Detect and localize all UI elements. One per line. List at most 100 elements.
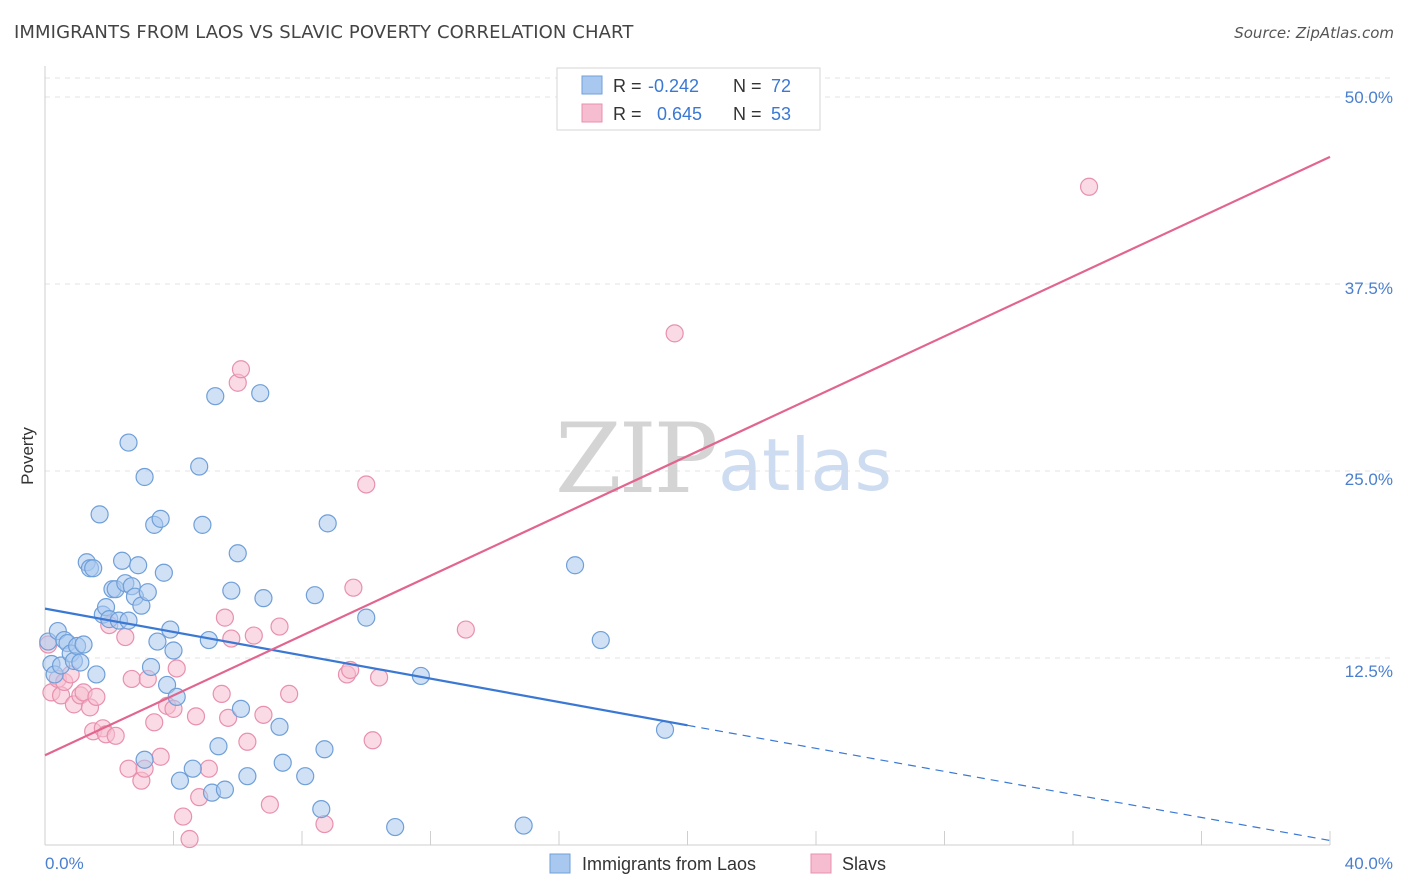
laos-point-51 xyxy=(215,780,234,799)
laos-point-37 xyxy=(151,509,170,528)
laos-point-52 xyxy=(222,581,241,600)
laos-point-68 xyxy=(514,816,533,835)
slavs-point-27 xyxy=(174,807,193,826)
slavs-point-23 xyxy=(151,747,170,766)
legend-swatch-slavs xyxy=(810,853,832,874)
laos-point-39 xyxy=(157,675,177,695)
slavs-point-43 xyxy=(280,684,299,704)
slavs-point-52 xyxy=(665,324,684,343)
slavs-point-33 xyxy=(215,608,234,627)
trend-lines xyxy=(44,155,1331,842)
laos-point-25 xyxy=(119,611,138,630)
slavs-point-53 xyxy=(1079,177,1099,196)
laos-point-63 xyxy=(315,740,334,759)
laos-point-54 xyxy=(231,699,251,718)
laos-point-10 xyxy=(71,653,90,672)
axes xyxy=(44,66,1331,846)
laos-point-61 xyxy=(305,586,324,605)
laos-point-44 xyxy=(183,759,202,778)
legend-swatch-laos xyxy=(549,853,571,874)
laos-point-64 xyxy=(318,514,337,533)
slavs-point-44 xyxy=(315,814,334,834)
laos-point-56 xyxy=(251,384,270,403)
laos-point-49 xyxy=(206,387,225,406)
slavs-point-40 xyxy=(254,705,273,724)
laos-point-31 xyxy=(135,467,154,487)
laos-point-45 xyxy=(190,457,209,476)
laos-point-41 xyxy=(164,641,183,660)
laos-point-15 xyxy=(87,665,106,684)
slavs-point-29 xyxy=(186,707,206,726)
laos-point-66 xyxy=(386,817,405,837)
slavs-point-39 xyxy=(244,626,263,645)
stats-n-label-slavs: N = xyxy=(733,104,762,124)
stats-n-label-laos: N = xyxy=(733,76,762,96)
laos-point-65 xyxy=(357,608,376,627)
laos-point-34 xyxy=(141,657,161,677)
laos-point-60 xyxy=(296,767,315,786)
slavs-point-17 xyxy=(119,759,138,778)
source-credit: Source: ZipAtlas.com xyxy=(1234,24,1394,42)
slavs-trend-line xyxy=(44,155,1331,757)
laos-point-43 xyxy=(170,771,190,790)
watermark-zip: ZIP xyxy=(555,403,716,515)
slavs-point-47 xyxy=(344,578,363,597)
series-legend: Immigrants from Laos Slavs xyxy=(549,853,886,874)
laos-point-70 xyxy=(591,630,610,650)
slavs-point-28 xyxy=(180,829,199,849)
slavs-point-15 xyxy=(106,726,125,745)
stats-legend: R = -0.242 N = 72 R = 0.645 N = 53 xyxy=(556,67,821,131)
y-tick-label-50: 50.0% xyxy=(1345,88,1393,107)
laos-point-55 xyxy=(238,767,257,786)
stats-r-value-laos: -0.242 xyxy=(648,76,699,96)
slavs-point-16 xyxy=(116,627,135,647)
slavs-point-26 xyxy=(167,659,186,678)
laos-point-53 xyxy=(228,544,247,563)
slavs-point-42 xyxy=(270,617,289,636)
laos-points xyxy=(39,384,675,837)
laos-point-32 xyxy=(135,750,154,769)
stats-n-value-slavs: 53 xyxy=(771,104,791,124)
laos-point-23 xyxy=(112,551,132,570)
laos-trend-extension xyxy=(687,724,1331,842)
x-tick-label-max: 40.0% xyxy=(1345,854,1393,873)
laos-point-16 xyxy=(90,505,109,524)
laos-point-71 xyxy=(655,720,675,739)
watermark-atlas: atlas xyxy=(718,423,892,507)
laos-point-57 xyxy=(254,589,273,608)
stats-n-value-laos: 72 xyxy=(771,76,791,96)
stats-legend-swatch-slavs xyxy=(581,103,603,123)
slavs-point-22 xyxy=(145,713,164,732)
laos-point-46 xyxy=(193,515,212,534)
chart-title: IMMIGRANTS FROM LAOS VS SLAVIC POVERTY C… xyxy=(14,22,634,43)
slavs-point-51 xyxy=(456,620,475,639)
stats-r-value-slavs: 0.645 xyxy=(657,104,702,124)
stats-r-label-slavs: R = xyxy=(613,104,642,124)
laos-point-58 xyxy=(270,717,289,736)
slavs-point-31 xyxy=(199,759,218,778)
y-tick-label-25: 25.0% xyxy=(1345,470,1393,489)
stats-r-label-laos: R = xyxy=(613,76,642,96)
slavs-point-49 xyxy=(363,731,382,750)
slavs-point-48 xyxy=(357,475,376,494)
stats-legend-swatch-laos xyxy=(581,75,603,95)
laos-point-29 xyxy=(129,556,148,575)
laos-point-14 xyxy=(84,559,103,578)
slavs-point-11 xyxy=(87,687,106,706)
legend-label-slavs: Slavs xyxy=(842,854,886,874)
laos-trend-line xyxy=(44,607,688,727)
slavs-point-34 xyxy=(219,708,238,727)
laos-point-33 xyxy=(138,583,157,602)
slavs-point-32 xyxy=(212,684,231,704)
legend-label-laos: Immigrants from Laos xyxy=(582,854,756,874)
laos-point-69 xyxy=(565,556,585,575)
laos-point-62 xyxy=(312,799,331,819)
laos-point-36 xyxy=(148,632,167,651)
slavs-point-41 xyxy=(260,795,279,814)
laos-point-50 xyxy=(209,737,228,756)
x-tick-label-min: 0.0% xyxy=(45,854,84,873)
y-tick-label-12-5: 12.5% xyxy=(1345,662,1393,681)
laos-point-26 xyxy=(119,433,138,452)
slavs-point-37 xyxy=(231,360,251,379)
